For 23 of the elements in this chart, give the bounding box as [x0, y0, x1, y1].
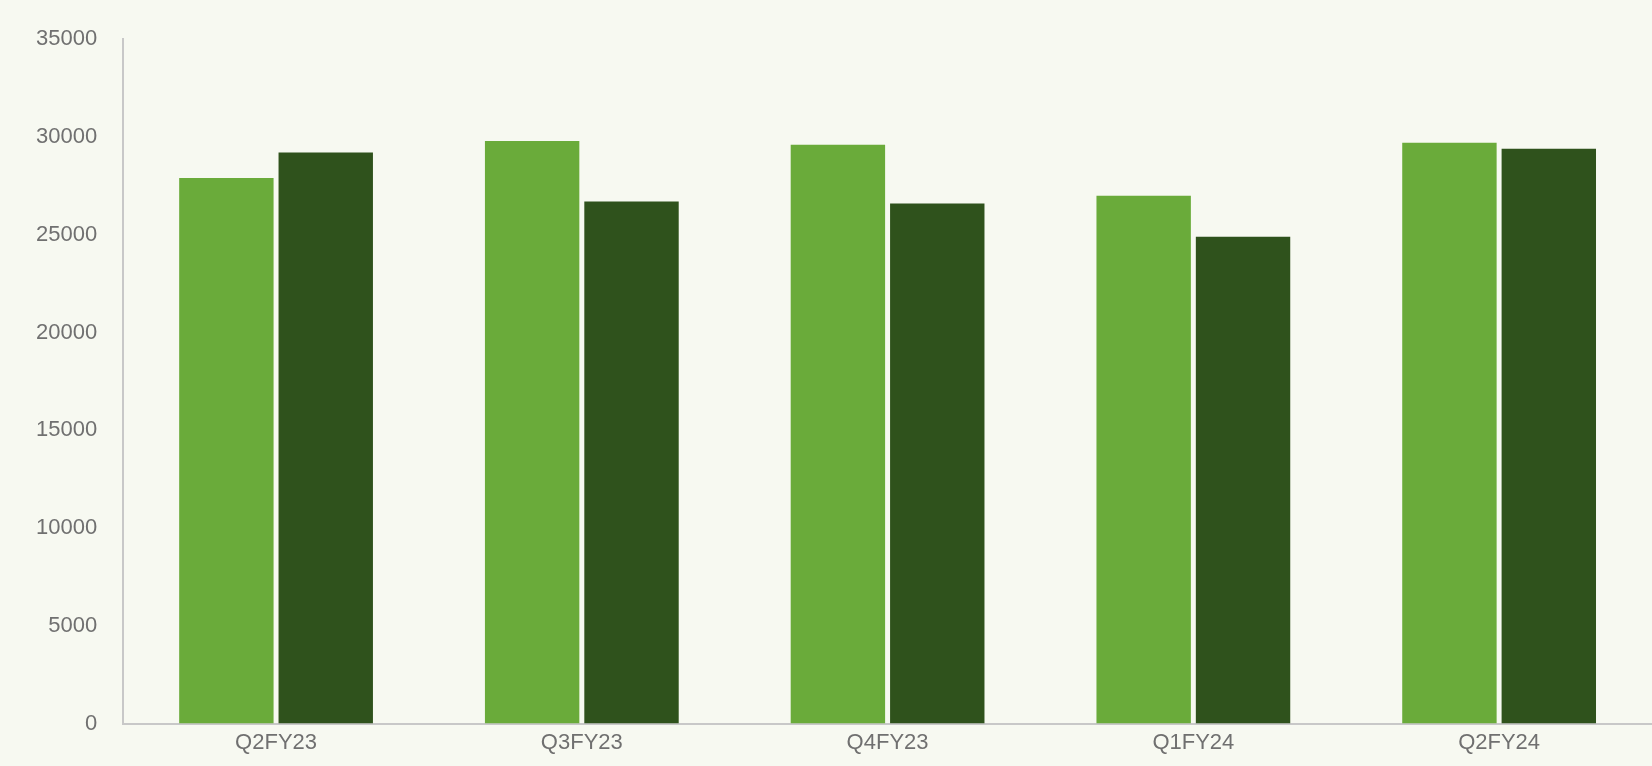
y-tick-label: 15000 — [35, 416, 98, 442]
x-tick-label: Q2FY24 — [1458, 728, 1541, 754]
y-tick-label: 25000 — [35, 220, 98, 246]
y-tick-label: 30000 — [35, 123, 98, 149]
bar — [890, 203, 985, 724]
bar — [790, 144, 886, 724]
bar — [1501, 148, 1597, 724]
x-tick-label: Q3FY23 — [540, 728, 623, 754]
y-tick-label: 20000 — [35, 318, 98, 344]
y-tick-label: 10000 — [35, 514, 98, 540]
x-tick-label: Q1FY24 — [1152, 728, 1235, 754]
bar — [1096, 195, 1191, 724]
y-tick-label: 5000 — [48, 611, 98, 637]
y-tick-label: 35000 — [35, 25, 98, 51]
bar — [278, 152, 373, 724]
bar — [179, 178, 274, 724]
bar — [584, 201, 679, 724]
y-tick-label: 0 — [84, 709, 98, 735]
bar — [484, 140, 580, 724]
bar — [1195, 236, 1291, 724]
x-tick-label: Q2FY23 — [235, 728, 318, 754]
x-tick-label: Q4FY23 — [846, 728, 929, 754]
bar — [1402, 142, 1497, 724]
